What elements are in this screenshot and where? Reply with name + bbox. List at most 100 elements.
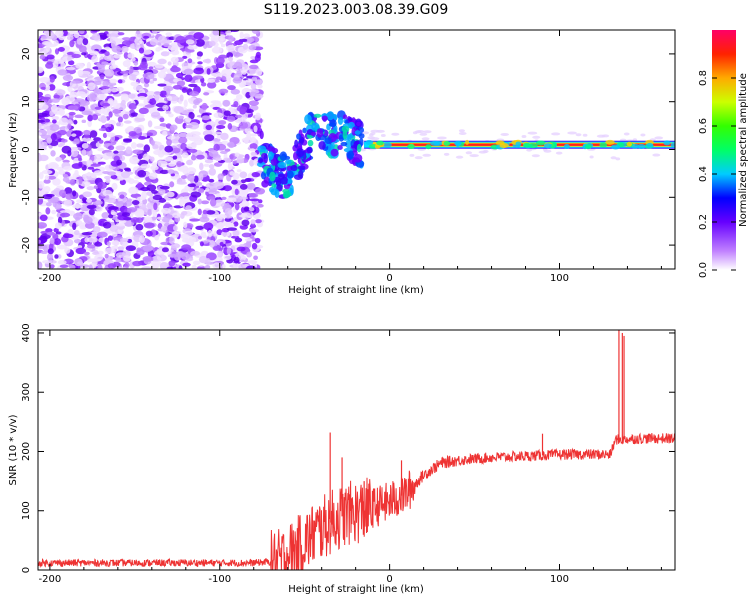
spectrogram-noise-blob (123, 138, 132, 143)
spectrogram-noise-blob (174, 254, 181, 261)
spectrogram-noise-blob (249, 133, 257, 137)
spectrogram-noise-blob (133, 60, 139, 66)
snr-panel: -200 -100 0 100 0 100 200 300 400 Height of str… (8, 323, 676, 595)
spectrogram-noise-blob (72, 204, 83, 209)
spectrogram-noise-blob (112, 109, 122, 114)
spectrogram-noise-blob (143, 98, 149, 106)
spectrogram-noise-blob (123, 51, 129, 59)
spectrogram-noise-blob (192, 104, 197, 109)
spectrogram-noise-blob (38, 105, 43, 109)
spectrogram-noise-blob (81, 149, 87, 156)
spectrogram-x-label: Height of straight line (km) (288, 285, 424, 296)
spectrogram-noise-blob (62, 233, 74, 239)
carrier-bump (670, 142, 675, 148)
y-tick-label: 0 (21, 567, 32, 573)
y-tick-label: 400 (21, 323, 32, 342)
spectrogram-noise-blob (221, 68, 232, 77)
spectrogram-noise-blob (421, 137, 430, 141)
spectrogram-noise-blob (231, 187, 236, 196)
spectrogram-noise-blob (205, 258, 211, 265)
spectrogram-noise-blob (40, 250, 48, 255)
spectrogram-noise-blob (74, 169, 79, 176)
spectrogram-noise-blob (164, 156, 174, 162)
spectrogram-noise-blob (150, 139, 155, 146)
spectrogram-noise-blob (241, 80, 247, 88)
spectrogram-noise-blob (104, 253, 109, 259)
spectrogram-noise-blob (117, 79, 123, 84)
carrier-bump (407, 144, 415, 150)
spectrogram-noise-blob (423, 130, 432, 134)
spectrogram-noise-blob (422, 153, 432, 157)
spectrogram-noise-blob (652, 153, 661, 157)
spectrogram-ridge-blob (282, 191, 290, 199)
spectrogram-noise-blob (212, 262, 222, 269)
spectrogram-ridge-blob (294, 139, 299, 149)
spectrogram-noise-blob (224, 217, 232, 222)
spectrogram-noise-blob (92, 258, 98, 266)
spectrogram-noise-blob (532, 135, 541, 139)
spectrogram-ridge-blob (269, 171, 276, 182)
spectrogram-noise-blob (101, 102, 111, 107)
spectrogram-noise-blob (150, 260, 162, 266)
spectrogram-noise-blob (153, 149, 163, 155)
spectrogram-noise-blob (53, 238, 62, 246)
spectrogram-ridge-blob (302, 127, 307, 134)
y-tick-label: -10 (21, 189, 32, 205)
spectrogram-noise-blob (124, 262, 130, 268)
spectrogram-noise-blob (110, 174, 118, 180)
spectrogram-noise-blob (109, 65, 117, 70)
spectrogram-noise-blob (106, 152, 115, 157)
spectrogram-noise-blob (157, 70, 167, 79)
spectrogram-noise-blob (147, 249, 155, 258)
spectrogram-noise-blob (162, 130, 168, 136)
spectrogram-noise-blob (248, 100, 259, 106)
spectrogram-noise-blob (51, 209, 57, 215)
spectrogram-noise-blob (196, 56, 201, 60)
spectrogram-noise-blob (49, 264, 55, 269)
spectrogram-noise-blob (49, 75, 55, 83)
spectrogram-noise-blob (208, 150, 219, 158)
spectrogram-noise-blob (207, 81, 217, 89)
carrier-bump (515, 141, 522, 147)
spectrogram-noise-blob (589, 155, 594, 159)
spectrogram-noise-blob (242, 43, 249, 50)
spectrogram-noise-blob (75, 220, 83, 225)
spectrogram-noise-blob (226, 115, 236, 122)
spectrogram-noise-blob (83, 216, 93, 224)
spectrogram-noise-blob (107, 98, 114, 105)
spectrogram-noise-blob (187, 174, 195, 182)
spectrogram-noise-blob (443, 152, 450, 156)
spectrogram-noise-blob (74, 258, 83, 267)
spectrogram-noise-blob (178, 115, 185, 120)
spectrogram-noise-blob (73, 31, 80, 39)
spectrogram-noise-blob (195, 225, 204, 230)
spectrogram-noise-blob (542, 148, 548, 152)
spectrogram-noise-blob (391, 132, 400, 136)
spectrogram-noise-blob (143, 222, 155, 229)
spectrogram-noise-blob (180, 192, 191, 197)
spectrogram-noise-blob (154, 234, 160, 241)
spectrogram-noise-blob (106, 241, 111, 247)
spectrogram-noise-blob (219, 242, 224, 247)
spectrogram-noise-blob (97, 161, 106, 165)
spectrogram-noise-blob (248, 207, 255, 212)
spectrogram-noise-blob (437, 136, 447, 140)
spectrogram-noise-blob (119, 237, 129, 243)
spectrogram-ridge-blob (321, 115, 328, 121)
spectrogram-noise-blob (246, 182, 256, 190)
spectrogram-noise-blob (187, 58, 193, 64)
spectrogram-noise-blob (163, 43, 170, 48)
spectrogram-noise-blob (241, 219, 250, 227)
spectrogram-noise-blob (216, 133, 222, 140)
spectrogram-noise-blob (96, 231, 108, 238)
spectrogram-noise-blob (55, 156, 62, 162)
spectrogram-noise-blob (170, 56, 179, 63)
spectrogram-noise-blob (108, 111, 113, 118)
spectrogram-noise-blob (166, 138, 172, 146)
spectrogram-noise-blob (85, 172, 92, 176)
spectrogram-noise-blob (176, 181, 188, 185)
spectrogram-noise-blob (216, 125, 226, 130)
spectrogram-noise-blob (75, 130, 82, 137)
spectrogram-noise-blob (204, 134, 215, 142)
spectrogram-noise-blob (249, 59, 259, 64)
